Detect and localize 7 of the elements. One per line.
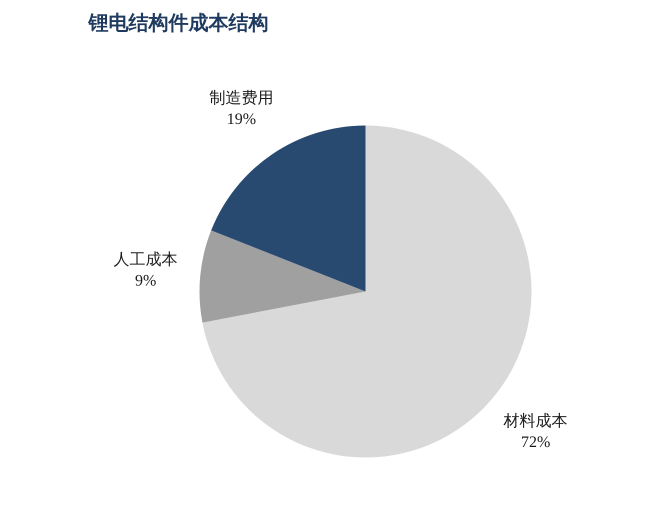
data-label: 19%	[226, 110, 256, 128]
data-label: 72%	[520, 434, 550, 452]
slice-label: 人工成本	[114, 250, 178, 269]
slice-label: 材料成本	[502, 412, 568, 430]
slice-label: 制造费用	[209, 88, 274, 107]
chart-title: 锂电结构件成本结构	[88, 10, 268, 34]
data-label: 9%	[135, 272, 156, 290]
